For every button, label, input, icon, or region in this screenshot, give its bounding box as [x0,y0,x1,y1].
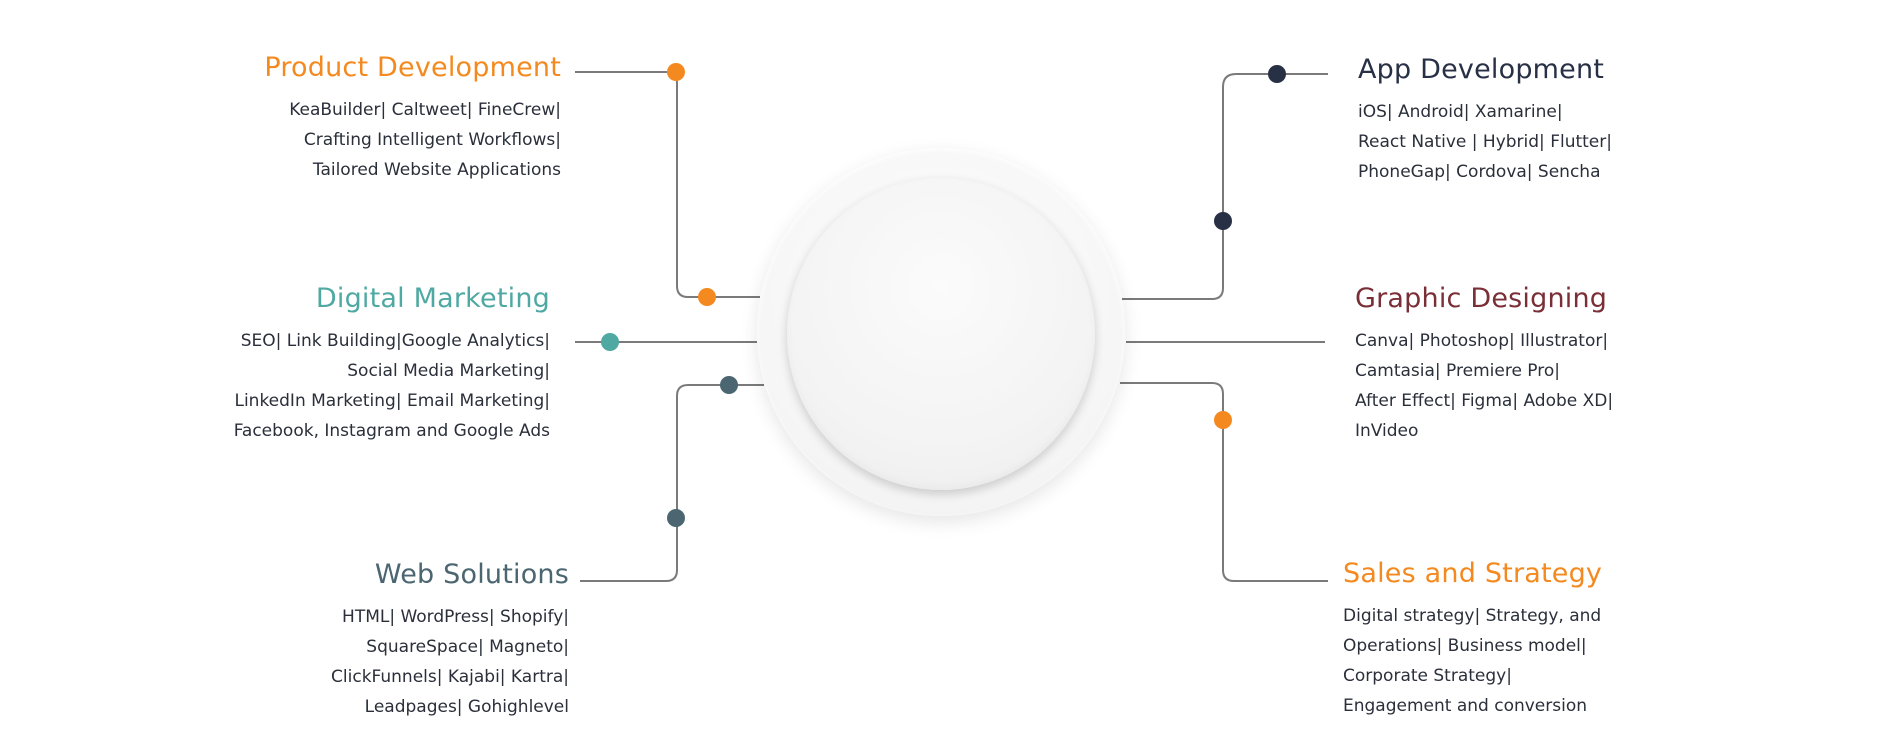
app-dev-dot-mid [1214,212,1232,230]
graphic-designing-line-2: Camtasia| Premiere Pro| [1355,361,1561,381]
section-product-development: Product Development KeaBuilder| Caltweet… [264,52,561,185]
product-dev-dot-top [667,63,685,81]
section-web-solutions: Web Solutions HTML| WordPress| Shopify| … [331,559,569,722]
center-hub-logo-disc [787,178,1095,490]
sales-strategy-line-3: Corporate Strategy| [1343,666,1512,686]
app-dev-dot-top [1268,65,1286,83]
app-development-title: App Development [1358,54,1605,85]
app-development-line-3: PhoneGap| Cordova| Sencha [1358,162,1601,182]
digital-marketing-line-2: Social Media Marketing| [347,361,550,381]
web-solutions-line-2: SquareSpace| Magneto| [366,637,569,657]
product-development-line-2: Crafting Intelligent Workflows| [303,130,561,150]
web-solutions-line-1: HTML| WordPress| Shopify| [342,607,569,627]
app-development-line-1: iOS| Android| Xamarine| [1358,102,1563,122]
product-dev-dot-hub [698,288,716,306]
web-solutions-line-4: Leadpages| Gohighlevel [364,697,569,717]
web-solutions-dot-hub [720,376,738,394]
section-graphic-designing: Graphic Designing Canva| Photoshop| Illu… [1355,283,1613,446]
web-solutions-line-3: ClickFunnels| Kajabi| Kartra| [331,667,569,687]
section-sales-strategy: Sales and Strategy Digital strategy| Str… [1343,558,1602,721]
sales-strategy-title: Sales and Strategy [1343,558,1603,589]
digital-marketing-title: Digital Marketing [315,283,550,314]
sales-strategy-line-4: Engagement and conversion [1343,696,1588,716]
section-digital-marketing: Digital Marketing SEO| Link Building|Goo… [234,283,550,446]
graphic-designing-title: Graphic Designing [1355,283,1608,314]
web-solutions-dot-low [667,509,685,527]
sales-strategy-line-1: Digital strategy| Strategy, and [1343,606,1602,626]
digital-marketing-dot [601,333,619,351]
digital-marketing-line-3: LinkedIn Marketing| Email Marketing| [234,391,550,411]
product-development-line-3: Tailored Website Applications [312,160,561,180]
digital-marketing-line-1: SEO| Link Building|Google Analytics| [240,331,550,351]
graphic-designing-line-1: Canva| Photoshop| Illustrator| [1355,331,1609,351]
web-solutions-title: Web Solutions [374,559,569,590]
graphic-designing-line-4: InVideo [1355,421,1419,441]
app-development-line-2: React Native | Hybrid| Flutter| [1358,132,1612,152]
graphic-designing-line-3: After Effect| Figma| Adobe XD| [1355,391,1614,411]
product-development-line-1: KeaBuilder| Caltweet| FineCrew| [289,100,561,120]
product-development-title: Product Development [264,52,561,83]
section-app-development: App Development iOS| Android| Xamarine| … [1358,54,1612,187]
sales-strategy-line-2: Operations| Business model| [1343,636,1587,656]
digital-marketing-line-4: Facebook, Instagram and Google Ads [233,421,550,441]
sales-strategy-dot [1214,411,1232,429]
